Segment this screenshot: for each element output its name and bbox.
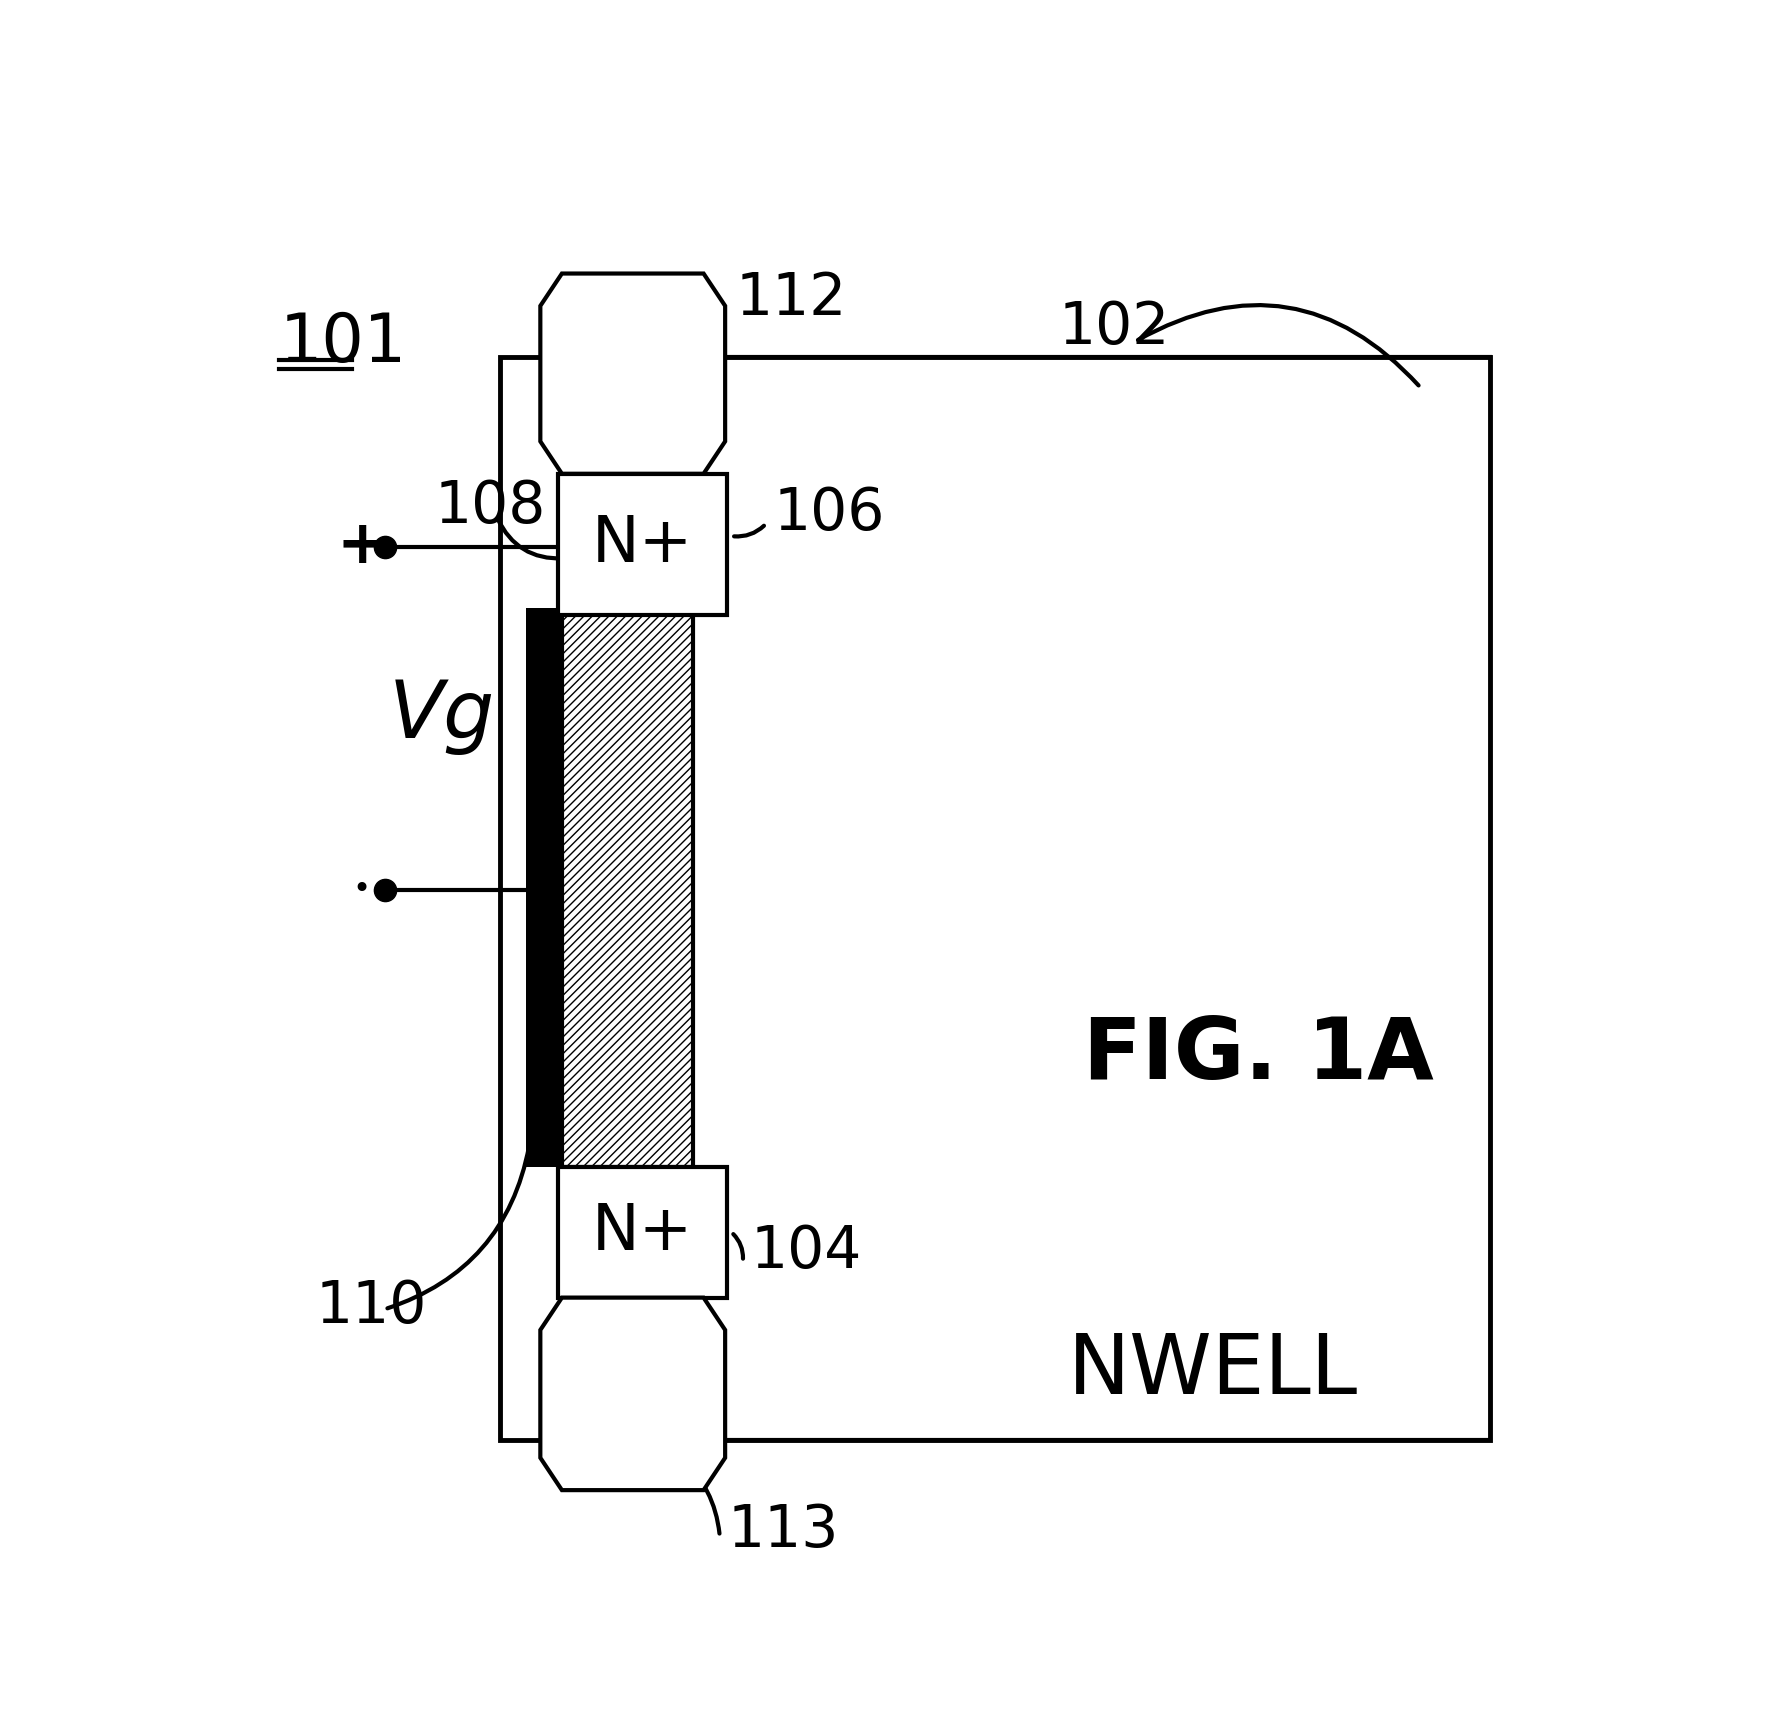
- Text: •: •: [352, 876, 370, 903]
- Bar: [525, 609, 562, 1167]
- Text: 104: 104: [751, 1222, 862, 1280]
- Text: 101: 101: [279, 310, 406, 376]
- Text: 110: 110: [315, 1278, 427, 1335]
- Text: FIG. 1A: FIG. 1A: [1084, 1014, 1435, 1096]
- Bar: [559, 1167, 728, 1297]
- Text: N+: N+: [593, 513, 694, 576]
- Text: 106: 106: [774, 486, 885, 543]
- Text: N+: N+: [593, 1202, 694, 1262]
- Bar: [559, 473, 728, 614]
- Polygon shape: [541, 274, 724, 473]
- Bar: [500, 357, 1490, 1439]
- Text: NWELL: NWELL: [1068, 1330, 1358, 1411]
- Text: 113: 113: [728, 1502, 838, 1559]
- Text: +: +: [336, 517, 388, 576]
- Polygon shape: [541, 1297, 724, 1490]
- Text: 102: 102: [1059, 298, 1169, 355]
- Text: 112: 112: [735, 271, 847, 326]
- Bar: [562, 609, 692, 1167]
- Text: 108: 108: [434, 477, 546, 534]
- Text: Vg: Vg: [388, 678, 495, 756]
